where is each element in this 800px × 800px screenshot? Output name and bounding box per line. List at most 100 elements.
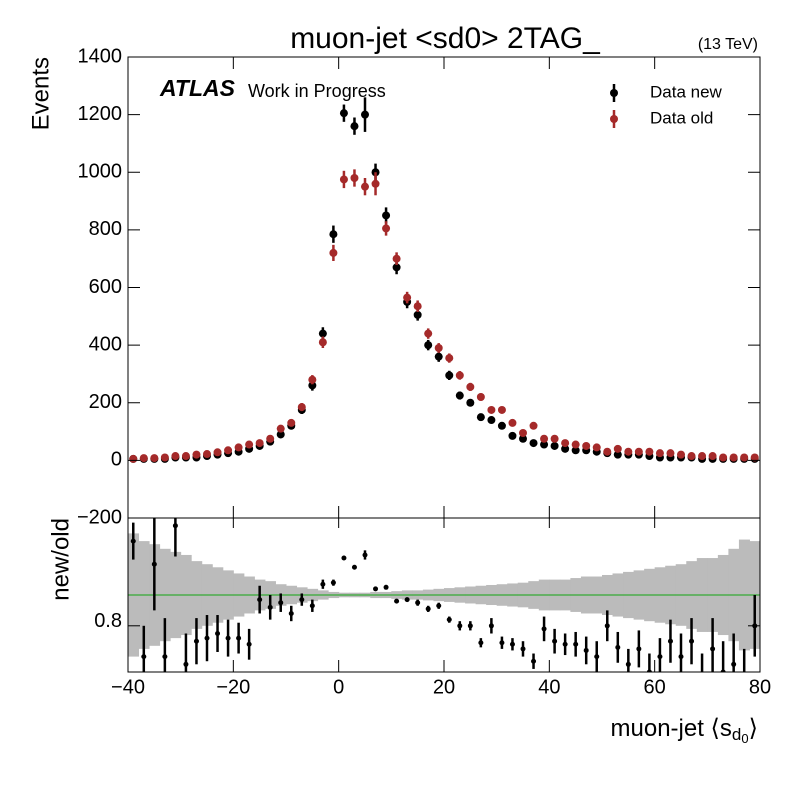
ratio-point: [509, 641, 515, 647]
ratio-point: [204, 635, 210, 641]
data-point: [350, 122, 359, 131]
data-point: [224, 446, 233, 455]
data-point: [297, 403, 306, 412]
y-tick-label: 400: [89, 333, 122, 355]
ratio-points: [130, 518, 758, 672]
x-tick-label: 60: [644, 676, 666, 698]
data-point: [181, 452, 190, 461]
ratio-y-axis-label: new/old: [47, 518, 74, 601]
ratio-point: [689, 638, 695, 644]
ratio-point: [625, 661, 631, 667]
data-point: [234, 443, 243, 452]
data-point: [318, 338, 327, 347]
y-tick-label: 600: [89, 276, 122, 298]
x-tick-label: 20: [433, 676, 455, 698]
data-point: [497, 405, 506, 414]
data-point: [339, 109, 348, 118]
ratio-point: [467, 623, 473, 629]
data-point: [519, 434, 527, 443]
ratio-point: [499, 640, 505, 646]
ratio-point: [478, 640, 484, 646]
data-point: [571, 446, 580, 455]
legend-label: Data old: [650, 108, 713, 127]
data-point: [487, 416, 496, 425]
ratio-point: [667, 638, 673, 644]
data-point: [497, 421, 506, 430]
x-axis-label: muon-jet ⟨sd0⟩: [611, 715, 758, 746]
ratio-point: [488, 623, 494, 629]
data-point: [308, 375, 317, 384]
ratio-point: [573, 641, 579, 647]
data-point: [350, 174, 359, 183]
ratio-point: [215, 631, 221, 636]
ratio-point: [225, 635, 231, 641]
data-point: [455, 391, 464, 400]
data-point: [634, 447, 643, 456]
data-point: [750, 453, 759, 462]
ratio-point: [583, 647, 589, 653]
ratio-point: [541, 626, 547, 632]
ratio-point: [351, 564, 357, 570]
data-point: [508, 431, 517, 440]
data-point: [382, 211, 391, 220]
ratio-point: [646, 669, 652, 672]
ratio-point: [457, 623, 463, 629]
legend-label: Data new: [650, 82, 723, 101]
data-point: [561, 439, 570, 448]
data-point: [160, 453, 169, 462]
y-tick-label: 800: [89, 218, 122, 240]
data-point: [708, 452, 717, 461]
ratio-point: [246, 641, 252, 647]
data-point: [266, 434, 275, 443]
data-point: [413, 302, 422, 311]
data-point: [318, 329, 327, 338]
data-point: [129, 454, 138, 463]
data-point: [445, 371, 454, 380]
data-point: [487, 405, 496, 414]
ratio-point: [309, 603, 315, 609]
data-point: [571, 440, 580, 449]
data-point: [339, 175, 348, 184]
ratio-point: [636, 646, 642, 652]
ratio-point: [362, 552, 368, 558]
x-axis-label-main: muon-jet ⟨s: [611, 715, 732, 742]
data-point: [666, 449, 675, 458]
data-point: [508, 418, 517, 427]
data-point: [424, 341, 433, 350]
data-point: [592, 443, 601, 452]
data-point: [434, 344, 443, 353]
ratio-point: [615, 644, 621, 650]
ratio-point: [183, 661, 189, 667]
data-point: [624, 447, 633, 456]
data-point: [645, 447, 654, 456]
ratio-point: [731, 661, 737, 667]
data-point: [455, 371, 464, 380]
data-point: [466, 398, 475, 407]
data-point: [371, 179, 380, 188]
ratio-point: [130, 538, 136, 544]
x-axis-label-subsub: 0: [741, 731, 748, 746]
data-point: [245, 440, 254, 449]
ratio-point: [257, 597, 263, 603]
ratio-point: [383, 584, 389, 590]
x-axis-label-end: ⟩: [749, 715, 758, 742]
ratio-point: [531, 658, 537, 664]
ratio-point: [288, 610, 294, 616]
x-tick-label: 80: [749, 676, 771, 698]
ratio-point: [162, 654, 168, 660]
chart-title: muon-jet <sd0> 2TAG_: [290, 22, 601, 55]
ratio-point: [404, 597, 410, 603]
ratio-point: [394, 598, 400, 604]
data-point: [276, 424, 285, 433]
y-tick-label: 1000: [78, 161, 123, 183]
data-point: [687, 452, 696, 461]
data-point: [540, 440, 549, 449]
data-point: [139, 454, 148, 463]
y-tick-label: 0: [111, 449, 122, 471]
data-point: [445, 354, 454, 363]
ratio-point: [267, 604, 273, 610]
data-point: [550, 441, 559, 450]
ratio-point: [172, 523, 178, 529]
ratio-point: [341, 555, 347, 561]
ratio-point: [299, 597, 305, 603]
